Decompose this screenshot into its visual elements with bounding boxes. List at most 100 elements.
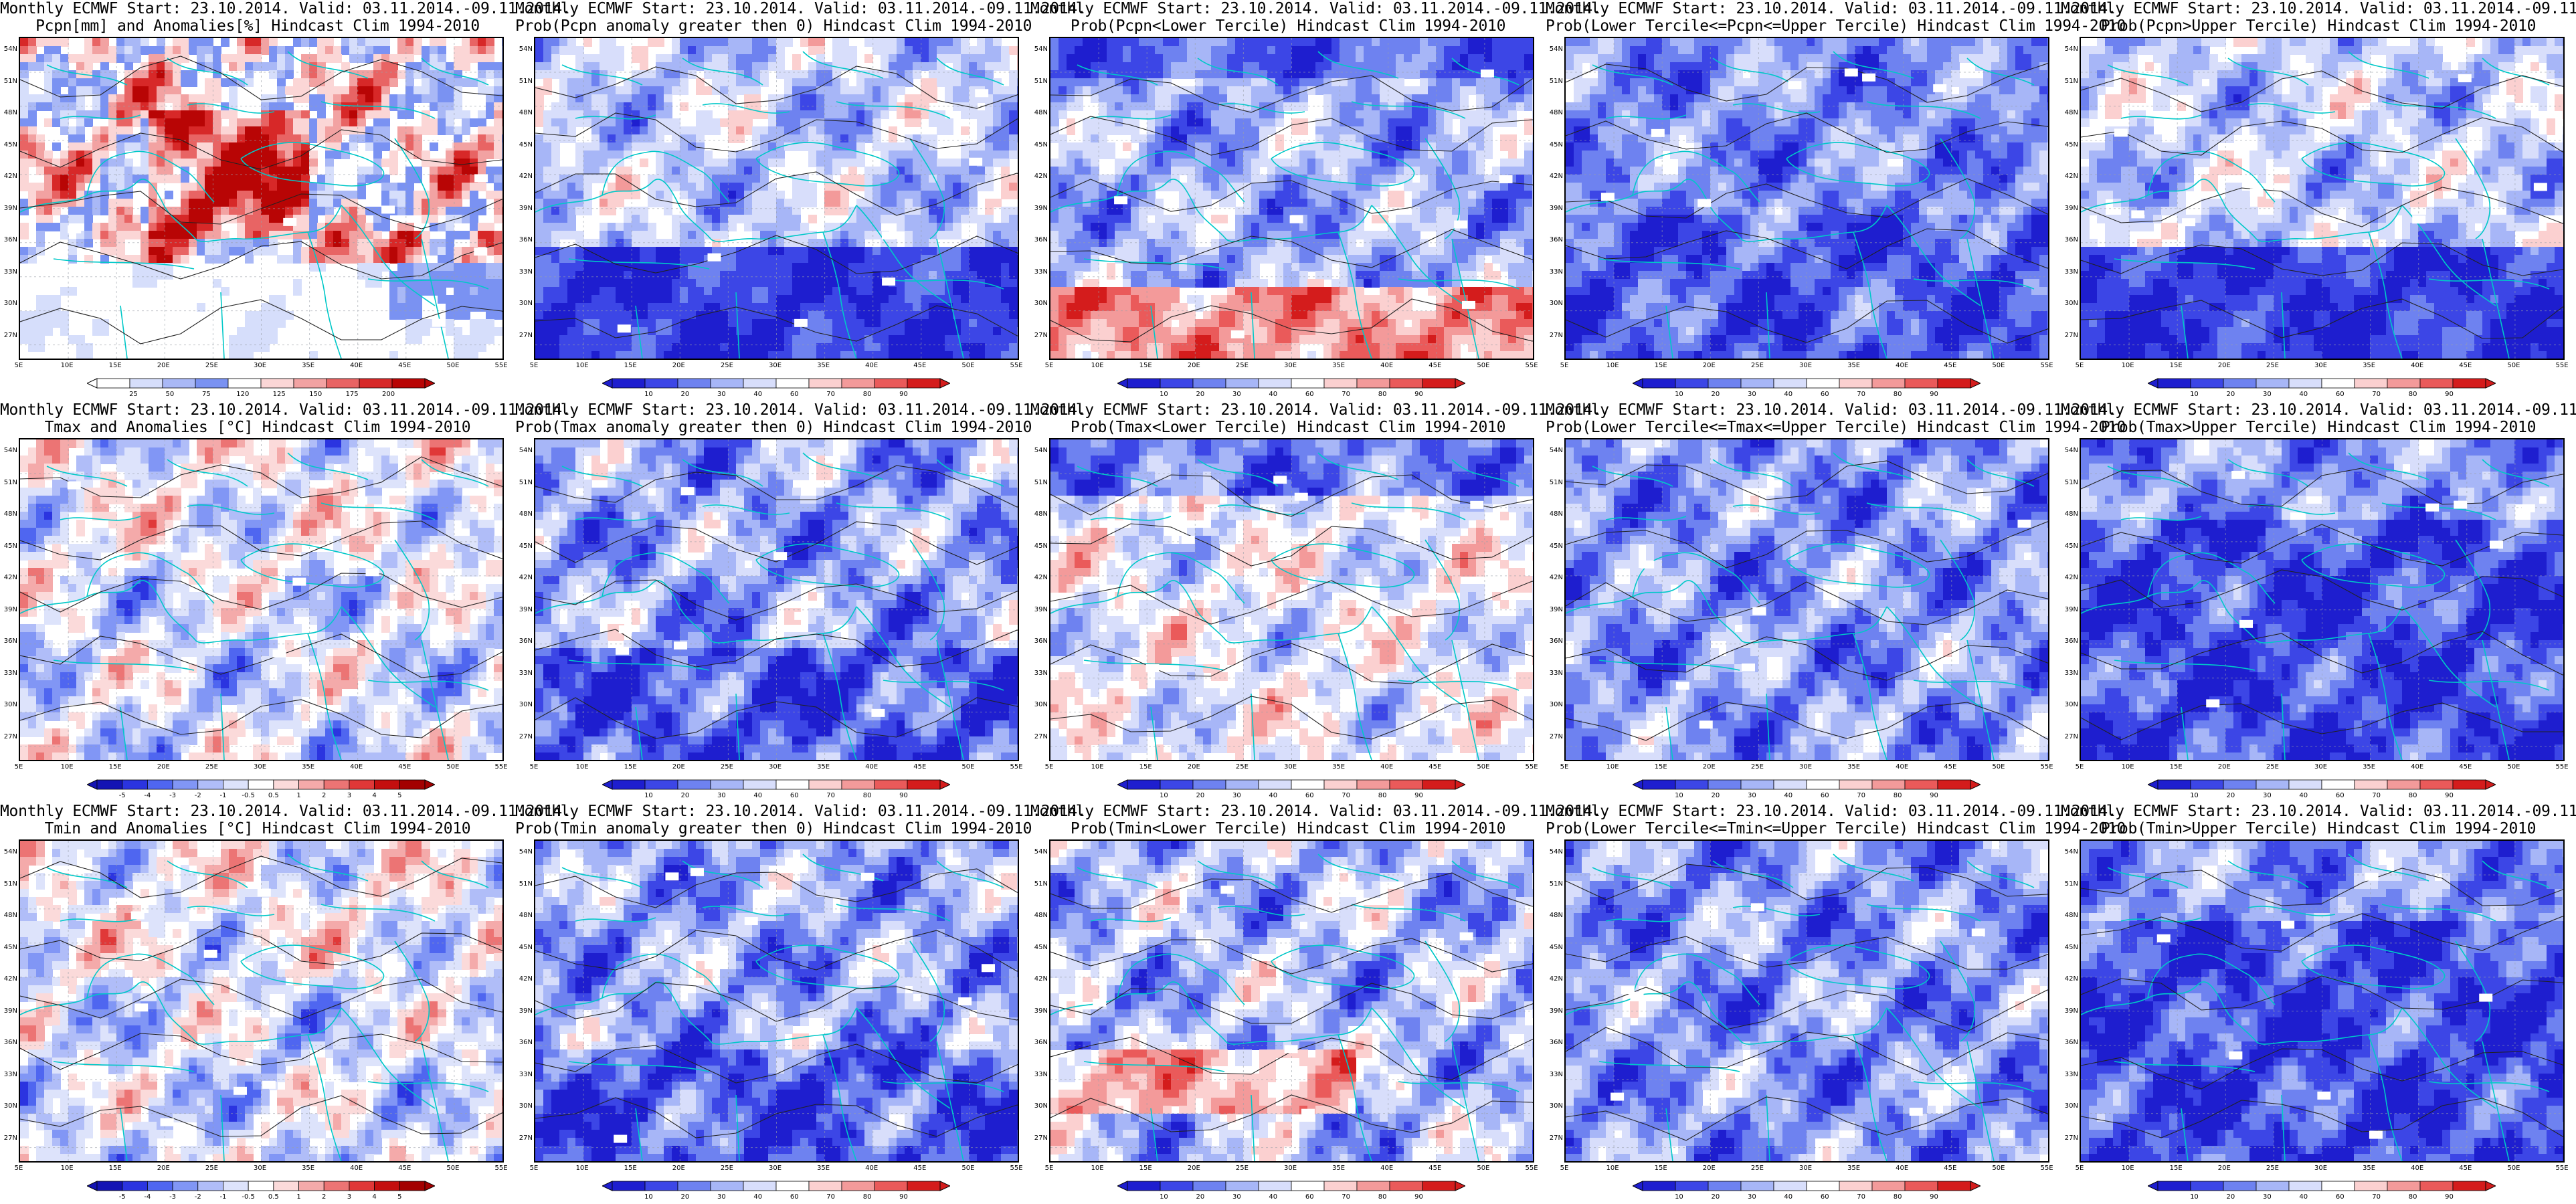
longitude-tick-label: 30E: [1281, 764, 1301, 771]
colorbar-swatch: [1323, 779, 1358, 790]
colorbar-swatch: [260, 378, 294, 389]
shaded-field: [535, 841, 1018, 1161]
longitude-tick-label: 10E: [1602, 1165, 1623, 1172]
longitude-tick-label: 30E: [1281, 363, 1301, 369]
colorbar-swatch: [1871, 378, 1906, 389]
longitude-tick-label: 30E: [250, 363, 270, 369]
latitude-tick-label: 51N: [1030, 479, 1048, 486]
contour-label-box: [262, 1080, 276, 1089]
colorbar-swatch: [775, 378, 810, 389]
forecast-panel-8: Monthly ECMWF Start: 23.10.2014. Valid: …: [1030, 401, 1602, 803]
colorbar-tick-label: 60: [784, 793, 804, 799]
colorbar-tick-label: 40: [1263, 793, 1283, 799]
colorbar: [1117, 378, 1465, 389]
latitude-tick-label: 33N: [0, 268, 17, 276]
longitude-tick-label: 50E: [1989, 363, 2009, 369]
longitude-tick-label: 5E: [2069, 1165, 2090, 1172]
colorbar-swatch: [1904, 378, 1938, 389]
latitude-tick-label: 33N: [1546, 268, 1563, 276]
colorbar-tick-label: 70: [2367, 391, 2387, 398]
latitude-tick-label: 48N: [515, 110, 533, 116]
longitude-tick-label: 45E: [2456, 764, 2476, 771]
longitude-tick-label: 30E: [765, 764, 786, 771]
colorbar: [1633, 779, 1981, 790]
colorbar-swatch: [2223, 378, 2257, 389]
latitude-tick-label: 39N: [0, 1007, 17, 1015]
colorbar-swatch: [1708, 779, 1742, 790]
colorbar-tick-label: -4: [137, 1194, 157, 1201]
contour-label-box: [272, 649, 286, 658]
contour-label-box: [1933, 84, 1947, 92]
shaded-field: [20, 439, 502, 760]
forecast-panel-7: Monthly ECMWF Start: 23.10.2014. Valid: …: [515, 401, 1087, 803]
colorbar-tick-label: 200: [379, 391, 399, 398]
colorbar-swatch: [1642, 779, 1676, 790]
latitude-tick-label: 51N: [1546, 78, 1563, 85]
colorbar-tick-label: -2: [188, 1194, 208, 1201]
colorbar-tick-label: 4: [365, 1194, 385, 1201]
latitude-tick-label: 42N: [2061, 173, 2078, 180]
colorbar-swatch: [298, 1181, 325, 1191]
latitude-tick-label: 45N: [1030, 944, 1048, 951]
graticule: [535, 38, 1018, 359]
colorbar-tick-label: 80: [1888, 1194, 1908, 1201]
longitude-tick-label: 55E: [491, 1165, 511, 1172]
panel-title: Monthly ECMWF Start: 23.10.2014. Valid: …: [515, 0, 1087, 17]
colorbar-swatch: [172, 1181, 199, 1191]
colorbar-swatch: [1323, 1181, 1358, 1191]
forecast-map: [1049, 839, 1534, 1163]
longitude-tick-label: 5E: [524, 1165, 544, 1172]
latitude-tick-label: 42N: [2061, 976, 2078, 983]
colorbar-swatch: [2387, 1181, 2421, 1191]
longitude-tick-label: 55E: [1006, 764, 1026, 771]
colorbar-swatch: [841, 1181, 875, 1191]
longitude-tick-label: 25E: [1232, 764, 1252, 771]
colorbar-swatch: [2157, 378, 2191, 389]
longitude-tick-label: 50E: [1473, 1165, 1493, 1172]
panel-subtitle: Prob(Pcpn>Upper Tercile) Hindcast Clim 1…: [2061, 17, 2576, 35]
colorbar: [602, 1181, 950, 1191]
contour-label-box: [2317, 1091, 2331, 1100]
colorbar: [602, 779, 950, 790]
colorbar-swatch: [1740, 779, 1774, 790]
latitude-tick-label: 30N: [1546, 702, 1563, 708]
colorbar-swatch: [907, 378, 941, 389]
longitude-tick-label: 30E: [1796, 363, 1816, 369]
colorbar-swatch: [349, 1181, 375, 1191]
colorbar-swatch: [2256, 1181, 2290, 1191]
colorbar-swatch: [1160, 378, 1194, 389]
longitude-tick-label: 15E: [2166, 764, 2186, 771]
latitude-tick-label: 36N: [1030, 1039, 1048, 1046]
shaded-field: [2081, 841, 2563, 1161]
colorbar-swatch: [2354, 779, 2388, 790]
contour-label-box: [67, 481, 81, 490]
longitude-tick-label: 40E: [1892, 363, 1912, 369]
longitude-tick-label: 25E: [2262, 363, 2282, 369]
longitude-tick-label: 25E: [717, 363, 737, 369]
latitude-tick-label: 33N: [2061, 268, 2078, 276]
colorbar-tick-label: 90: [2440, 1194, 2460, 1201]
contour-labels: [1114, 69, 1513, 338]
contour-label-box: [203, 949, 217, 958]
contour-label-box: [160, 1118, 174, 1126]
colorbar-swatch: [2419, 1181, 2454, 1191]
coastlines: [1566, 51, 2035, 359]
longitude-tick-label: 25E: [2262, 1165, 2282, 1172]
colorbar-swatch: [2387, 378, 2421, 389]
latitude-tick-label: 45N: [1030, 141, 1048, 148]
contour-label-box: [1114, 196, 1128, 205]
colorbar-tick-label: 10: [1669, 391, 1689, 398]
colorbar-swatch: [677, 1181, 711, 1191]
colorbar-tick-label: 90: [1924, 1194, 1944, 1201]
latitude-tick-label: 54N: [1546, 849, 1563, 856]
panel-subtitle: Prob(Lower Tercile<=Pcpn<=Upper Tercile)…: [1546, 17, 2126, 35]
contour-label-box: [969, 157, 983, 166]
panel-title: Monthly ECMWF Start: 23.10.2014. Valid: …: [1546, 0, 2117, 17]
colorbar-tick-label: 60: [1815, 1194, 1835, 1201]
latitude-tick-label: 36N: [0, 237, 17, 243]
colorbar-swatch: [1291, 779, 1325, 790]
contour-lines: [20, 856, 502, 1137]
longitude-tick-label: 30E: [2311, 764, 2331, 771]
contour-label-box: [1358, 922, 1372, 931]
colorbar-swatch: [1323, 378, 1358, 389]
